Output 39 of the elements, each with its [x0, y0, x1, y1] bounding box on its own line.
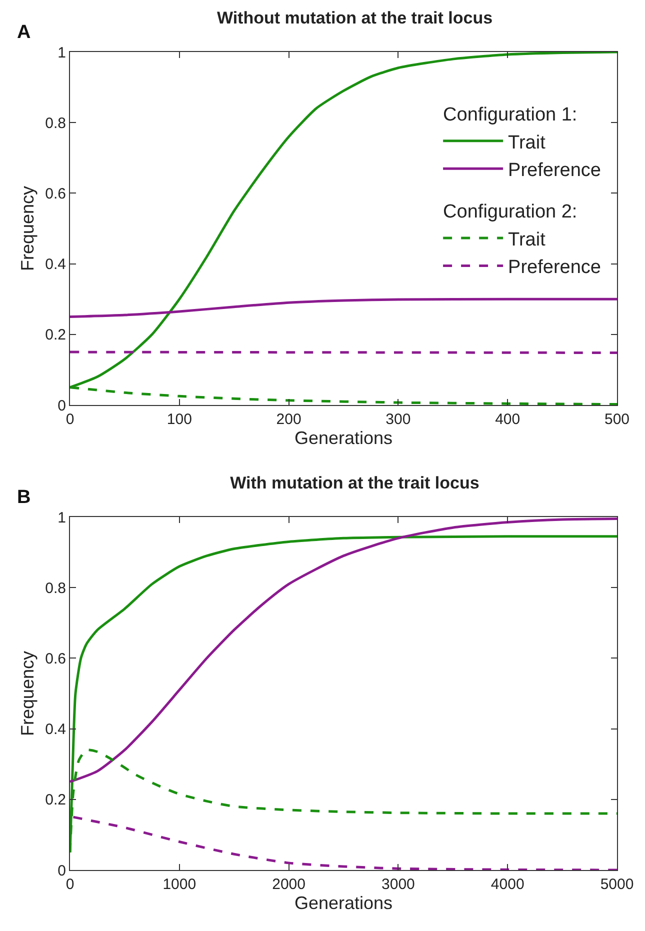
legend-label: Trait	[508, 229, 546, 250]
text: A	[17, 22, 31, 43]
x-tick-label: 5000	[600, 876, 634, 893]
y-tick-label: 0.2	[45, 326, 66, 344]
y-tick-label: 1	[58, 44, 66, 62]
x-tick-label: 200	[276, 411, 302, 428]
x-tick-label: 500	[604, 411, 630, 428]
chart-title: With mutation at the trait locus	[230, 474, 480, 493]
y-tick-label: 0	[58, 862, 66, 880]
annotation: Configuration 2:	[443, 202, 578, 223]
x-tick-label: 1000	[162, 876, 196, 893]
y-axis-title: Frequency	[17, 186, 38, 272]
line-series	[70, 518, 617, 783]
legend-label: Trait	[508, 132, 546, 154]
chart-title: Without mutation at the trait locus	[216, 8, 493, 28]
y-tick-label: 0.6	[45, 185, 66, 202]
y-tick-label: 1	[58, 509, 66, 526]
y-tick-label: 0.4	[45, 256, 66, 274]
y-tick-label: 0.4	[45, 721, 66, 738]
x-tick-label: 300	[386, 411, 411, 428]
text: B	[17, 487, 31, 508]
legend-label: Preference	[508, 160, 602, 182]
x-axis-title: Generations	[294, 428, 393, 448]
line-series	[70, 298, 617, 318]
x-axis-title: Generations	[294, 893, 393, 914]
y-axis-title: Frequency	[17, 650, 38, 736]
annotation: Configuration 1:	[443, 104, 578, 126]
x-tick-label: 400	[495, 411, 520, 428]
y-tick-label: 0.2	[45, 792, 66, 809]
x-tick-label: 100	[166, 411, 192, 428]
y-tick-label: 0.8	[45, 114, 66, 132]
x-tick-label: 3000	[382, 876, 415, 893]
line-series	[72, 816, 617, 870]
y-tick-label: 0	[58, 397, 66, 414]
x-tick-label: 4000	[490, 876, 524, 893]
legend-label: Preference	[508, 257, 602, 278]
y-tick-label: 0.6	[45, 650, 66, 668]
y-tick-label: 0.8	[45, 580, 66, 597]
x-tick-label: 2000	[272, 876, 306, 893]
